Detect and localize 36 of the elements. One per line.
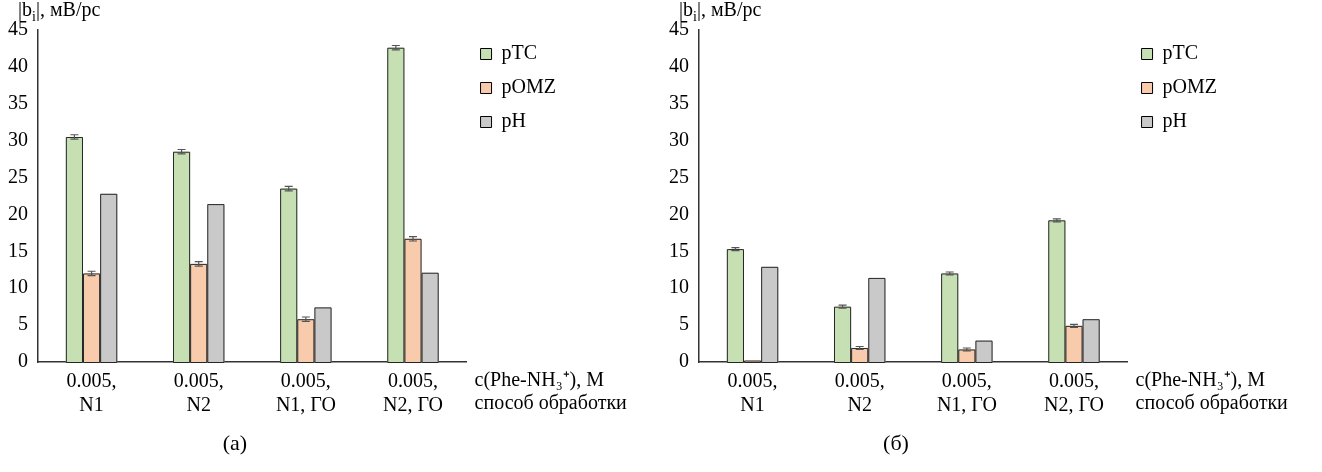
legend-label: pH bbox=[1162, 109, 1188, 133]
y-tick-label: 10 bbox=[8, 275, 28, 298]
y-tick-label: 5 bbox=[18, 312, 28, 335]
x-tick-label: 0.005, N2, ГО bbox=[383, 369, 443, 416]
y-tick-label: 30 bbox=[669, 127, 689, 150]
legend-label: pTC bbox=[501, 41, 538, 65]
x-tick-label: 0.005, N2, ГО bbox=[1044, 369, 1104, 416]
y-tick-label: 0 bbox=[18, 349, 28, 372]
x-tick-label: 0.005, N1, ГО bbox=[275, 369, 336, 416]
x-axis-title: c(Phe-NH₃⁺), M способ обработки bbox=[1135, 368, 1289, 414]
y-tick-label: 35 bbox=[8, 91, 28, 114]
y-tick-label: 15 bbox=[669, 238, 689, 261]
y-tick-label: 25 bbox=[669, 164, 689, 187]
legend-label: pH bbox=[501, 109, 527, 133]
y-tick-label: 40 bbox=[8, 54, 28, 77]
y-tick-label: 20 bbox=[8, 201, 28, 224]
y-tick-label: 10 bbox=[669, 275, 689, 298]
legend-label: pTC bbox=[1162, 41, 1199, 65]
y-tick-label: 35 bbox=[669, 91, 689, 114]
y-tick-label: 5 bbox=[679, 312, 689, 335]
text: (б) bbox=[882, 430, 910, 456]
x-tick-label: 0.005, N1 bbox=[727, 369, 778, 416]
x-tick-label: 0.005, N2 bbox=[834, 369, 885, 416]
x-tick-label: 0.005, N1, ГО bbox=[936, 369, 997, 416]
text: (а) bbox=[221, 430, 249, 456]
y-tick-label: 0 bbox=[679, 349, 689, 372]
x-axis-title: c(Phe-NH₃⁺), M способ обработки bbox=[474, 368, 628, 414]
legend-label: pOMZ bbox=[501, 75, 557, 99]
y-tick-label: 25 bbox=[8, 164, 28, 187]
legend-label: pOMZ bbox=[1162, 75, 1218, 99]
y-tick-label: 20 bbox=[669, 201, 689, 224]
x-tick-label: 0.005, N2 bbox=[173, 369, 224, 416]
y-tick-label: 30 bbox=[8, 127, 28, 150]
y-tick-label: 15 bbox=[8, 238, 28, 261]
y-tick-label: 40 bbox=[669, 54, 689, 77]
x-tick-label: 0.005, N1 bbox=[66, 369, 117, 416]
